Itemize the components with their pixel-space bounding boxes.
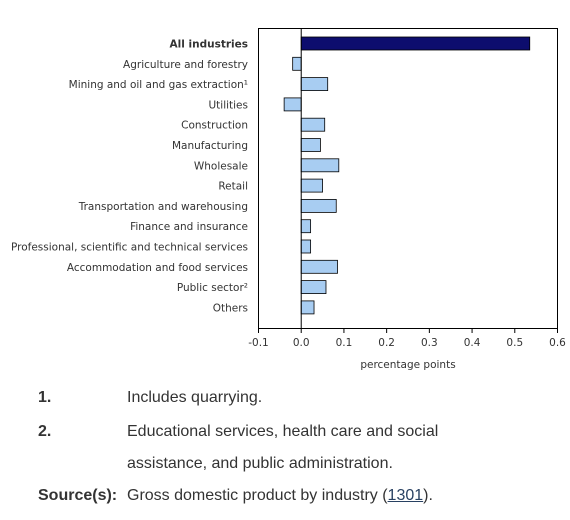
x-tick-label-5: 0.4 <box>464 337 481 349</box>
bar-10 <box>300 239 312 254</box>
footnote-number: 1. <box>38 389 52 406</box>
footnote-number: 2. <box>38 423 52 440</box>
x-tick-label-1: 0.0 <box>293 337 310 349</box>
bar-5 <box>300 138 321 152</box>
x-tick-label-7: 0.6 <box>549 337 566 349</box>
category-label-9: Finance and insurance <box>130 221 248 233</box>
category-label-3: Utilities <box>208 99 248 111</box>
category-labels: All industries Agriculture and forestry Mi… <box>11 39 248 315</box>
bar-1 <box>292 56 302 71</box>
x-axis-title: percentage points <box>360 359 455 371</box>
category-label-11: Accommodation and food services <box>67 262 248 274</box>
x-tick-label-3: 0.2 <box>378 337 395 349</box>
bar-2 <box>300 77 329 91</box>
bar-3 <box>283 97 302 112</box>
footnote-2: 2. Educational services, health care and… <box>0 416 570 480</box>
category-label-1: Agriculture and forestry <box>123 59 248 71</box>
bar-4 <box>300 117 326 132</box>
x-tick-label-4: 0.3 <box>421 337 438 349</box>
bar-11 <box>300 259 338 274</box>
category-label-12: Public sector² <box>177 282 248 294</box>
category-label-0: All industries <box>170 39 248 51</box>
bar-6 <box>300 158 340 173</box>
x-tick-label-2: 0.1 <box>336 337 353 349</box>
category-label-4: Construction <box>181 120 248 132</box>
category-label-5: Manufacturing <box>172 140 248 152</box>
category-label-6: Wholesale <box>194 160 248 172</box>
bar-chart: All industries Agriculture and forestry Mi… <box>11 28 566 371</box>
source-link[interactable]: 1301 <box>387 487 424 504</box>
bar-0 <box>300 36 531 51</box>
source-text-after: ). <box>423 487 433 504</box>
footnote-1: 1. Includes quarrying. <box>0 382 570 414</box>
source-text-before: Gross domestic product by industry ( <box>127 487 388 504</box>
bar-13 <box>300 300 315 315</box>
source-line: Source(s): Gross domestic product by ind… <box>0 487 570 511</box>
category-label-8: Transportation and warehousing <box>78 201 248 213</box>
bars-layer <box>283 28 531 329</box>
category-label-13: Others <box>213 302 248 314</box>
plot-area-frame <box>258 28 558 329</box>
footnote-text: Includes quarrying. <box>127 389 263 406</box>
x-tick-label-6: 0.5 <box>506 337 523 349</box>
bar-7 <box>300 178 323 193</box>
x-axis-ticks: -0.1 0.0 0.1 0.2 0.3 0.4 0.5 0.6 <box>248 328 566 349</box>
category-label-10: Professional, scientific and technical s… <box>11 242 248 254</box>
bar-8 <box>300 198 337 213</box>
x-tick-label-0: -0.1 <box>248 337 269 349</box>
bar-9 <box>300 219 312 234</box>
source-text: Gross domestic product by industry (1301… <box>127 487 433 505</box>
category-label-7: Retail <box>218 181 248 193</box>
category-label-2: Mining and oil and gas extraction¹ <box>69 79 248 91</box>
source-label: Source(s): <box>38 487 118 504</box>
footnote-text: Educational services, health care and so… <box>127 423 439 472</box>
bar-12 <box>300 280 327 295</box>
